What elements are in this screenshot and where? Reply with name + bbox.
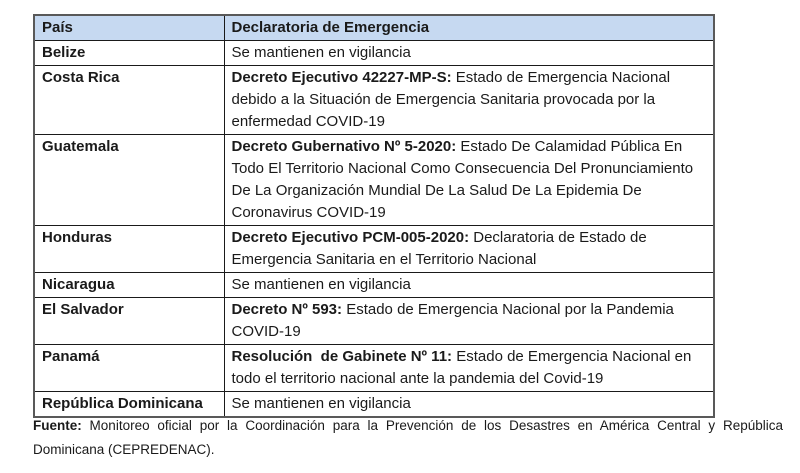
declaration-cell: Decreto Gubernativo Nº 5-2020: Estado De… — [223, 134, 715, 226]
header-row: País Declaratoria de Emergencia — [33, 14, 715, 41]
declaration-cell: Resolución de Gabinete Nº 11: Estado de … — [223, 344, 715, 392]
country-cell: Costa Rica — [33, 65, 225, 135]
declaration-cell: Decreto Nº 593: Estado de Emergencia Nac… — [223, 297, 715, 345]
table-row: El Salvador Decreto Nº 593: Estado de Em… — [33, 297, 715, 345]
decree-description: Estado de Emergencia Nacional en todo el… — [231, 348, 692, 387]
country-cell: Nicaragua — [33, 272, 225, 298]
table-row: Nicaragua Se mantienen en vigilancia — [33, 272, 715, 298]
country-cell: Panamá — [33, 344, 225, 392]
decree-label: Decreto Nº 593: — [231, 301, 343, 318]
decree-description: Se mantienen en vigilancia — [231, 44, 411, 61]
header-declaratoria: Declaratoria de Emergencia — [223, 14, 715, 41]
table-row: Panamá Resolución de Gabinete Nº 11: Est… — [33, 344, 715, 392]
decree-description: Declaratoria de Estado de Emergencia San… — [231, 229, 647, 268]
table-row: Costa Rica Decreto Ejecutivo 42227-MP-S:… — [33, 65, 715, 135]
table-row: Honduras Decreto Ejecutivo PCM-005-2020:… — [33, 225, 715, 273]
decree-description: Se mantienen en vigilancia — [231, 276, 411, 293]
declaration-cell: Decreto Ejecutivo 42227-MP-S: Estado de … — [223, 65, 715, 135]
source-label: Fuente: — [33, 418, 82, 433]
decree-description: Estado de Emergencia Nacional por la Pan… — [231, 301, 674, 340]
table-body: Belize Se mantienen en vigilancia Costa … — [33, 40, 715, 418]
table-row: Belize Se mantienen en vigilancia — [33, 40, 715, 66]
table-row: Guatemala Decreto Gubernativo Nº 5-2020:… — [33, 134, 715, 226]
table-row: República Dominicana Se mantienen en vig… — [33, 391, 715, 418]
decree-label: Decreto Ejecutivo 42227-MP-S: — [231, 69, 452, 86]
header-pais: País — [33, 14, 225, 41]
decree-description: Se mantienen en vigilancia — [231, 395, 411, 412]
decree-description: Estado de Emergencia Nacional debido a l… — [231, 69, 671, 130]
country-cell: El Salvador — [33, 297, 225, 345]
declaration-cell: Se mantienen en vigilancia — [223, 40, 715, 66]
emergency-declarations-table: País Declaratoria de Emergencia Belize S… — [33, 14, 715, 418]
country-cell: Belize — [33, 40, 225, 66]
source-note: Fuente: Monitoreo oficial por la Coordin… — [33, 414, 783, 462]
country-cell: Guatemala — [33, 134, 225, 226]
declaration-cell: Se mantienen en vigilancia — [223, 272, 715, 298]
country-cell: República Dominicana — [33, 391, 225, 418]
decree-label: Decreto Gubernativo Nº 5-2020: — [231, 138, 457, 155]
source-text: Monitoreo oficial por la Coordinación pa… — [33, 418, 783, 457]
decree-label: Resolución de Gabinete Nº 11: — [231, 348, 453, 365]
decree-label: Decreto Ejecutivo PCM-005-2020: — [231, 229, 470, 246]
declaration-cell: Se mantienen en vigilancia — [223, 391, 715, 418]
decree-description: Estado De Calamidad Pública En Todo El T… — [231, 138, 694, 221]
declaration-cell: Decreto Ejecutivo PCM-005-2020: Declarat… — [223, 225, 715, 273]
country-cell: Honduras — [33, 225, 225, 273]
